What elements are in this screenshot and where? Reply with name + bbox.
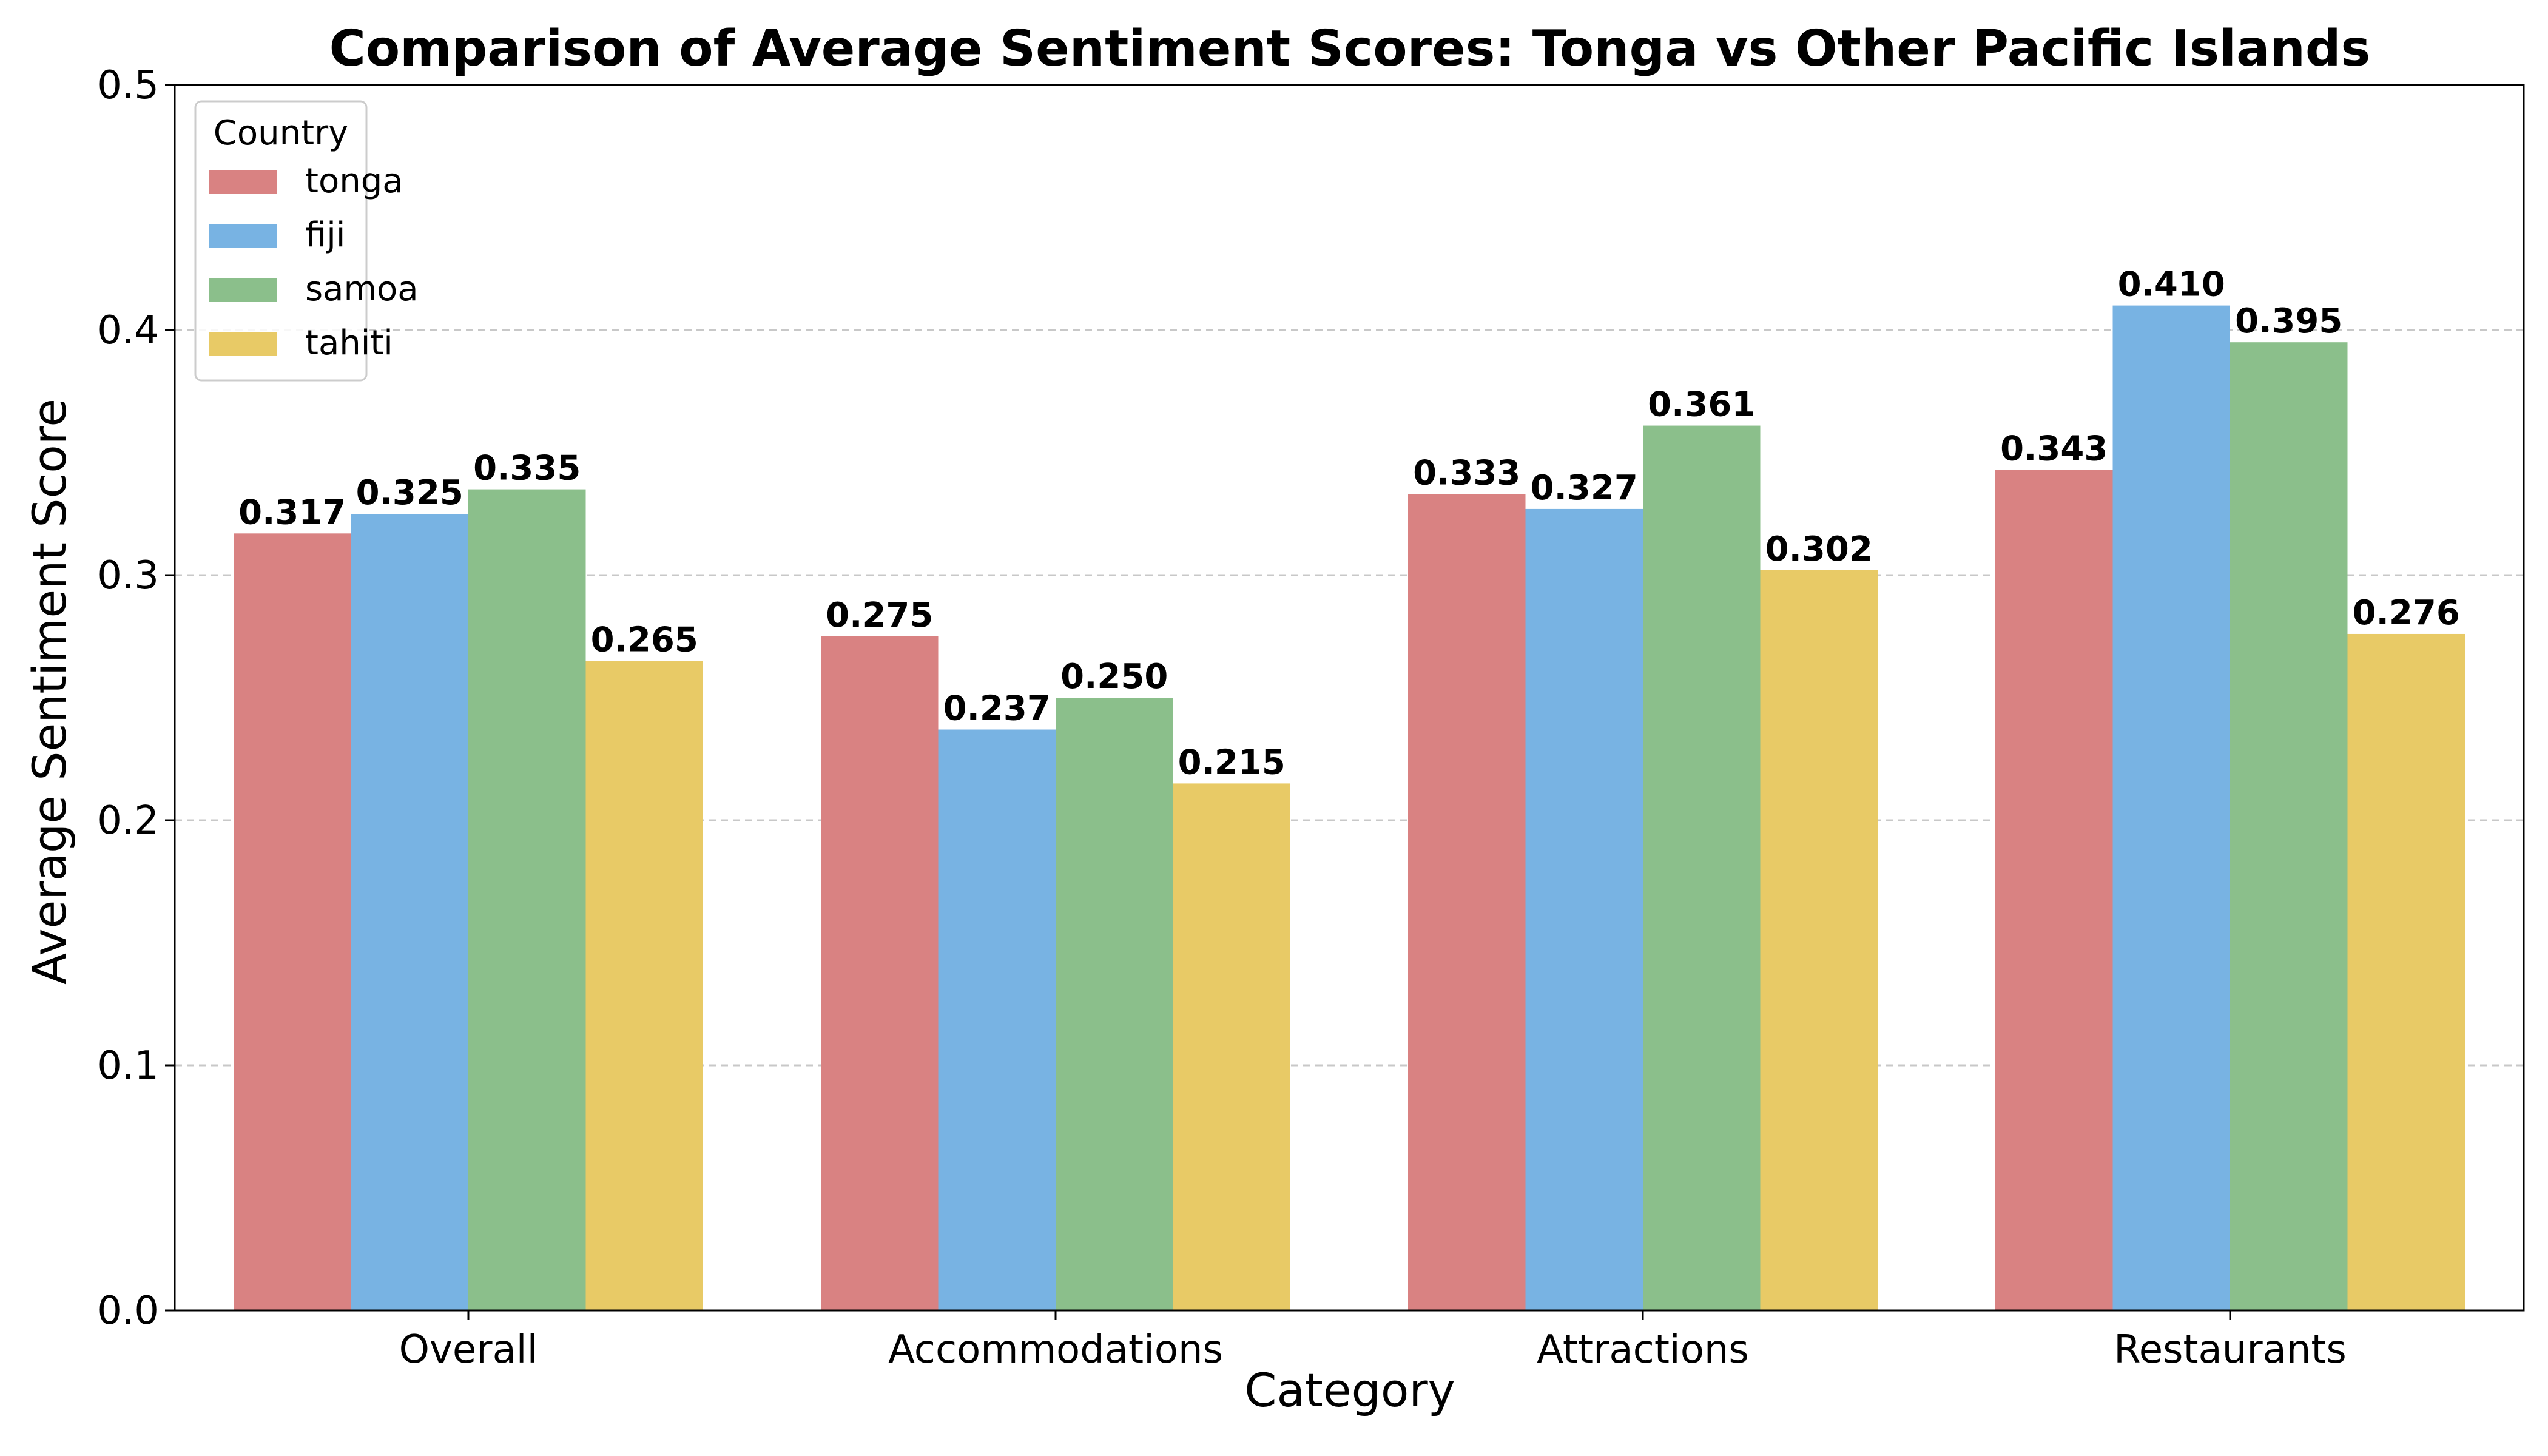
bar-samoa — [1643, 425, 1761, 1310]
y-tick-label: 0.0 — [97, 1289, 159, 1333]
data-label: 0.302 — [1765, 530, 1873, 569]
legend-label-tonga: tonga — [305, 161, 403, 201]
y-tick-label: 0.2 — [97, 798, 159, 843]
data-label: 0.395 — [2235, 302, 2342, 341]
y-tick-label: 0.1 — [97, 1043, 159, 1088]
data-label: 0.250 — [1060, 657, 1168, 696]
x-axis-label: Category — [1244, 1363, 1455, 1417]
plot-frame — [174, 84, 2525, 1312]
data-label: 0.215 — [1178, 743, 1286, 782]
legend-label-samoa: samoa — [305, 269, 419, 309]
bar-samoa — [468, 489, 586, 1310]
x-tick-label: Accommodations — [888, 1327, 1223, 1372]
data-label: 0.325 — [356, 473, 463, 513]
y-axis: 0.0 0.1 0.2 0.3 0.4 0.5 — [97, 63, 175, 1333]
legend-swatch-fiji — [209, 224, 277, 248]
y-tick-label: 0.4 — [97, 308, 159, 353]
x-tick-label: Attractions — [1537, 1327, 1749, 1372]
bar-tonga — [1408, 494, 1526, 1311]
chart-title: Comparison of Average Sentiment Scores: … — [329, 20, 2371, 78]
bar-tonga — [821, 636, 939, 1310]
y-tick-label: 0.5 — [97, 63, 159, 108]
data-label: 0.343 — [2000, 429, 2108, 468]
bars — [234, 305, 2465, 1311]
legend-swatch-tonga — [209, 170, 277, 194]
data-label: 0.410 — [2118, 265, 2225, 305]
legend-items: tonga fiji samoa tahiti — [209, 161, 419, 363]
legend-swatch-samoa — [209, 278, 277, 302]
bar-tahiti — [1173, 783, 1290, 1310]
data-label: 0.361 — [1648, 385, 1755, 425]
x-tick-label: Overall — [399, 1327, 538, 1372]
x-axis: Overall Accommodations Attractions Restaura… — [399, 1310, 2347, 1372]
bar-samoa — [1056, 698, 1173, 1310]
bar-tahiti — [1760, 570, 1878, 1311]
bar-samoa — [2230, 342, 2348, 1311]
bar-fiji — [938, 729, 1056, 1310]
data-label: 0.335 — [473, 449, 581, 488]
data-label: 0.317 — [238, 493, 346, 532]
legend: Country tonga fiji samoa tahiti — [194, 100, 419, 382]
legend-title: Country — [214, 113, 348, 153]
bar-fiji — [1525, 508, 1643, 1311]
legend-label-tahiti: tahiti — [305, 323, 393, 363]
bar-tonga — [1995, 470, 2113, 1310]
data-label: 0.327 — [1531, 468, 1638, 508]
bar-fiji — [351, 514, 468, 1310]
data-label: 0.275 — [826, 596, 933, 635]
data-label: 0.333 — [1413, 454, 1520, 493]
legend-label-fiji: fiji — [305, 215, 345, 255]
bar-fiji — [2112, 305, 2230, 1311]
bar-tahiti — [2347, 633, 2465, 1310]
data-label: 0.265 — [591, 620, 698, 659]
bar-tahiti — [585, 661, 703, 1310]
data-label: 0.237 — [943, 689, 1051, 729]
legend-swatch-tahiti — [209, 332, 277, 356]
y-axis-label: Average Sentiment Score — [22, 399, 76, 985]
bar-tonga — [234, 533, 351, 1310]
y-tick-label: 0.3 — [97, 553, 159, 598]
x-tick-label: Restaurants — [2114, 1327, 2347, 1372]
data-label: 0.276 — [2353, 593, 2460, 633]
